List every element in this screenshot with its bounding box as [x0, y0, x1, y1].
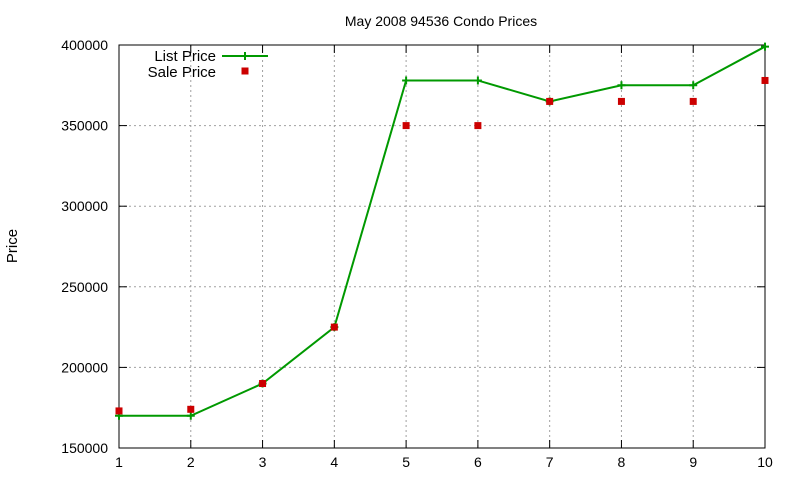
- sale-price-point: [546, 97, 554, 105]
- x-axis-tick-label: 6: [474, 454, 482, 470]
- x-axis-tick-label: 2: [187, 454, 195, 470]
- y-axis-tick-label: 300000: [61, 198, 108, 214]
- y-axis-ticks: 150000 200000 250000 300000 350000 400000: [61, 37, 765, 456]
- legend: List Price Sale Price: [148, 48, 268, 81]
- legend-label-sale-price: Sale Price: [148, 64, 216, 81]
- x-axis-tick-label: 3: [259, 454, 267, 470]
- list-price-point: [473, 76, 482, 85]
- legend-marker-sale-price: [241, 67, 249, 75]
- list-price-point: [761, 42, 769, 51]
- y-axis-tick-label: 250000: [61, 279, 108, 295]
- list-price-point: [617, 81, 626, 90]
- x-axis-tick-label: 7: [546, 454, 554, 470]
- x-axis-ticks: 1 2 3 4 5 6 7 8 9 10: [115, 45, 773, 470]
- y-axis-title: Price: [4, 229, 21, 263]
- x-axis-tick-label: 8: [618, 454, 626, 470]
- sale-price-point: [761, 76, 769, 84]
- x-axis-tick-label: 4: [330, 454, 338, 470]
- sale-price-point: [474, 122, 482, 130]
- series-layer: [115, 42, 769, 420]
- list-price-point: [689, 81, 698, 90]
- chart-title: May 2008 94536 Condo Prices: [345, 13, 537, 29]
- legend-label-list-price: List Price: [154, 48, 216, 65]
- sale-price-point: [402, 122, 410, 130]
- x-axis-tick-label: 9: [689, 454, 697, 470]
- sale-price-point: [330, 323, 338, 331]
- y-axis-tick-label: 350000: [61, 118, 108, 134]
- x-axis-tick-label: 10: [757, 454, 773, 470]
- sale-price-point: [187, 405, 195, 413]
- x-axis-tick-label: 5: [402, 454, 410, 470]
- y-axis-tick-label: 400000: [61, 37, 108, 53]
- sale-price-point: [617, 97, 625, 105]
- list-price-point: [402, 76, 411, 85]
- y-axis-tick-label: 150000: [61, 440, 108, 456]
- x-axis-tick-label: 1: [115, 454, 123, 470]
- sale-price-point: [115, 407, 123, 415]
- plot-frame: [118, 44, 766, 449]
- sale-price-point: [259, 380, 267, 388]
- list-price-series-line: [119, 45, 766, 417]
- y-axis-tick-label: 200000: [61, 359, 108, 375]
- list-price-point: [186, 411, 195, 420]
- legend-marker-list-price: [241, 52, 249, 60]
- sale-price-point: [689, 97, 697, 105]
